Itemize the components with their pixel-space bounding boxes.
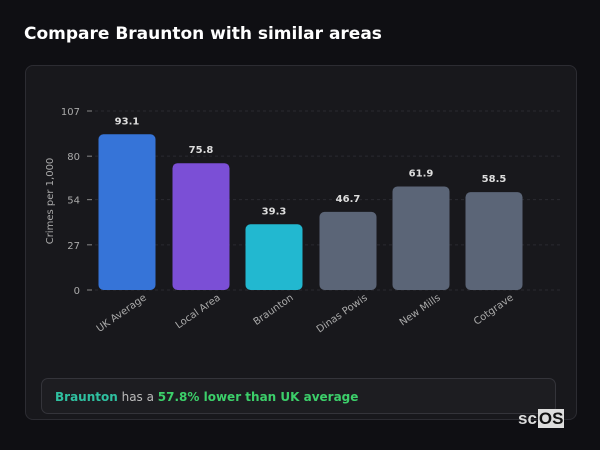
summary-box: Braunton has a 57.8% lower than UK avera… <box>41 378 556 414</box>
data-label: 61.9 <box>409 168 434 179</box>
scos-logo: sc OS <box>518 409 565 428</box>
summary-highlight: 57.8% lower than UK average <box>157 390 359 404</box>
x-tick-label: Cotgrave <box>472 292 516 327</box>
data-label: 58.5 <box>482 174 507 185</box>
x-tick-label: Braunton <box>252 292 296 327</box>
data-label: 75.8 <box>189 145 214 156</box>
data-label: 93.1 <box>115 116 140 127</box>
bar-3 <box>319 211 377 290</box>
x-tick-label: Dinas Powis <box>315 292 370 335</box>
y-axis-label: Crimes per 1,000 <box>45 158 56 245</box>
x-tick-label: UK Average <box>95 292 149 334</box>
y-tick-label: 27 <box>67 241 80 252</box>
x-tick-label: New Mills <box>398 292 443 328</box>
page-title: Compare Braunton with similar areas <box>24 24 382 44</box>
x-tick-label: Local Area <box>174 292 223 331</box>
summary-middle: has a <box>117 390 158 404</box>
y-tick-label: 0 <box>74 286 80 297</box>
y-tick-label: 107 <box>61 107 80 118</box>
summary-area: Braunton <box>55 390 118 404</box>
bar-2 <box>245 224 303 290</box>
bar-0 <box>98 134 156 290</box>
bar-1 <box>172 163 230 290</box>
data-label: 39.3 <box>262 206 287 217</box>
y-tick-label: 80 <box>67 152 80 163</box>
bar-4 <box>392 186 450 290</box>
bar-5 <box>465 192 523 290</box>
data-label: 46.7 <box>336 194 361 205</box>
y-tick-label: 54 <box>67 196 80 207</box>
